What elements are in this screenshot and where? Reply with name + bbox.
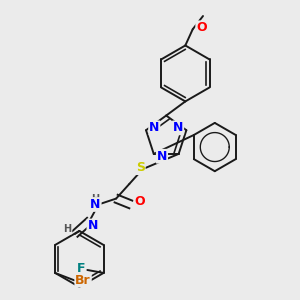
Text: O: O	[196, 21, 207, 34]
Text: H: H	[64, 224, 72, 234]
Text: N: N	[87, 220, 98, 232]
Text: F: F	[76, 262, 85, 275]
Text: S: S	[136, 161, 145, 174]
Text: H: H	[92, 194, 100, 204]
Text: N: N	[157, 150, 167, 163]
Text: O: O	[134, 195, 145, 208]
Text: N: N	[90, 198, 101, 211]
Text: Br: Br	[75, 274, 91, 287]
Text: N: N	[173, 121, 183, 134]
Text: N: N	[149, 121, 160, 134]
